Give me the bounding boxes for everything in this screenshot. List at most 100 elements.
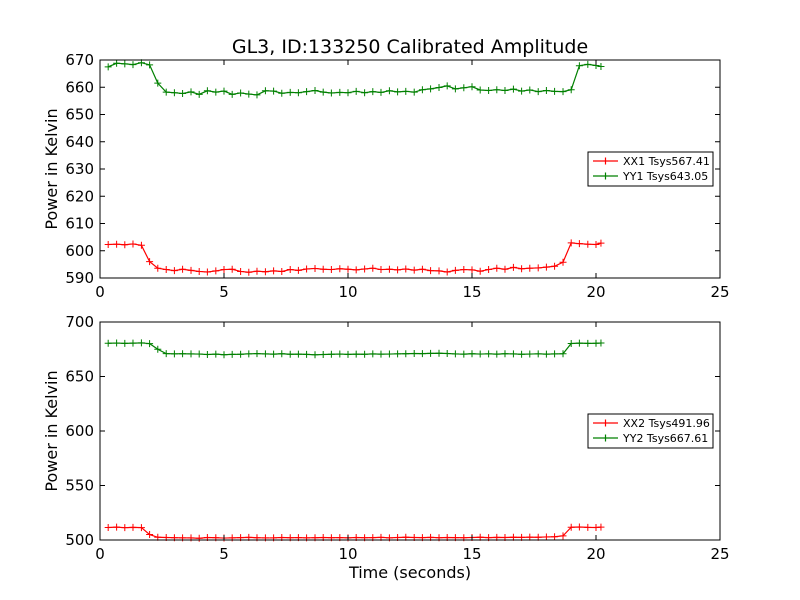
data-point — [451, 266, 459, 274]
data-point — [410, 88, 418, 96]
data-point — [220, 87, 228, 95]
x-tick-label: 15 — [462, 545, 481, 563]
x-tick-label: 10 — [338, 545, 357, 563]
data-point — [245, 90, 253, 98]
data-point — [597, 63, 605, 71]
data-point — [526, 264, 534, 272]
data-point — [534, 264, 542, 272]
data-point — [344, 350, 352, 358]
data-point — [137, 339, 145, 347]
x-axis-label: Time (seconds) — [348, 563, 471, 582]
data-point — [237, 350, 245, 358]
y-tick-label: 650 — [65, 368, 94, 386]
data-point — [253, 91, 261, 99]
legend-box — [587, 151, 714, 187]
data-point — [270, 267, 278, 275]
data-point — [575, 339, 583, 347]
legend-swatch — [593, 172, 618, 180]
data-point — [410, 350, 418, 358]
y-tick-label: 600 — [65, 242, 94, 260]
data-point — [443, 350, 451, 358]
data-point — [212, 350, 220, 358]
data-point — [187, 266, 195, 274]
data-point — [203, 268, 211, 276]
data-point — [327, 89, 335, 97]
data-point — [237, 267, 245, 275]
data-point — [294, 266, 302, 274]
data-point — [551, 533, 559, 541]
data-point — [344, 89, 352, 97]
data-point — [567, 86, 575, 94]
data-point — [460, 350, 468, 358]
data-point — [385, 87, 393, 95]
data-point — [179, 350, 187, 358]
data-point — [294, 89, 302, 97]
data-point — [179, 265, 187, 273]
legend-swatch — [593, 157, 618, 165]
legend-swatch — [593, 434, 618, 442]
y-tick-label: 630 — [65, 160, 94, 178]
x-tick-label: 0 — [95, 283, 105, 301]
data-point — [485, 266, 493, 274]
data-point — [551, 87, 559, 95]
data-point — [129, 339, 137, 347]
data-point — [270, 87, 278, 95]
legend-label: XX2 Tsys491.96 — [623, 417, 710, 430]
data-point — [509, 85, 517, 93]
data-point — [402, 350, 410, 358]
data-point — [427, 267, 435, 275]
data-point — [369, 350, 377, 358]
data-point — [485, 350, 493, 358]
data-point — [394, 266, 402, 274]
data-point — [567, 523, 575, 531]
data-point — [195, 534, 203, 542]
data-point — [460, 266, 468, 274]
data-point — [228, 265, 236, 273]
data-point — [179, 90, 187, 98]
data-point — [303, 265, 311, 273]
data-point — [278, 267, 286, 275]
data-point — [261, 87, 269, 95]
data-point — [526, 533, 534, 541]
data-point — [303, 350, 311, 358]
data-point — [427, 349, 435, 357]
x-tick-label: 20 — [586, 545, 605, 563]
data-point — [567, 239, 575, 247]
data-point — [336, 265, 344, 273]
data-point — [237, 89, 245, 97]
data-point — [584, 523, 592, 531]
x-tick-label: 0 — [95, 545, 105, 563]
data-point — [443, 82, 451, 90]
data-point — [187, 350, 195, 358]
data-point — [575, 240, 583, 248]
y-tick-label: 600 — [65, 422, 94, 440]
data-point — [104, 339, 112, 347]
data-point — [113, 240, 121, 248]
legend-label: YY1 Tsys643.05 — [622, 170, 708, 183]
y-tick-label: 610 — [65, 215, 94, 233]
data-point — [369, 88, 377, 96]
data-point — [493, 86, 501, 94]
data-point — [104, 240, 112, 248]
data-point — [162, 350, 170, 358]
data-point — [559, 88, 567, 96]
data-point — [121, 60, 129, 68]
data-point — [501, 265, 509, 273]
data-point — [501, 350, 509, 358]
data-point — [443, 268, 451, 276]
data-point — [203, 87, 211, 95]
data-point — [104, 63, 112, 71]
data-point — [493, 264, 501, 272]
data-point — [352, 87, 360, 95]
data-point — [228, 350, 236, 358]
x-tick-label: 20 — [586, 283, 605, 301]
data-point — [418, 265, 426, 273]
data-point — [493, 350, 501, 358]
data-point — [559, 258, 567, 266]
plot-panel-1: 0 5 10 15 20 25 590 600 610 620 630 640 650 660 670 Pow… — [42, 51, 730, 301]
data-point — [394, 350, 402, 358]
data-point — [518, 265, 526, 273]
data-point — [352, 266, 360, 274]
data-point — [195, 350, 203, 358]
